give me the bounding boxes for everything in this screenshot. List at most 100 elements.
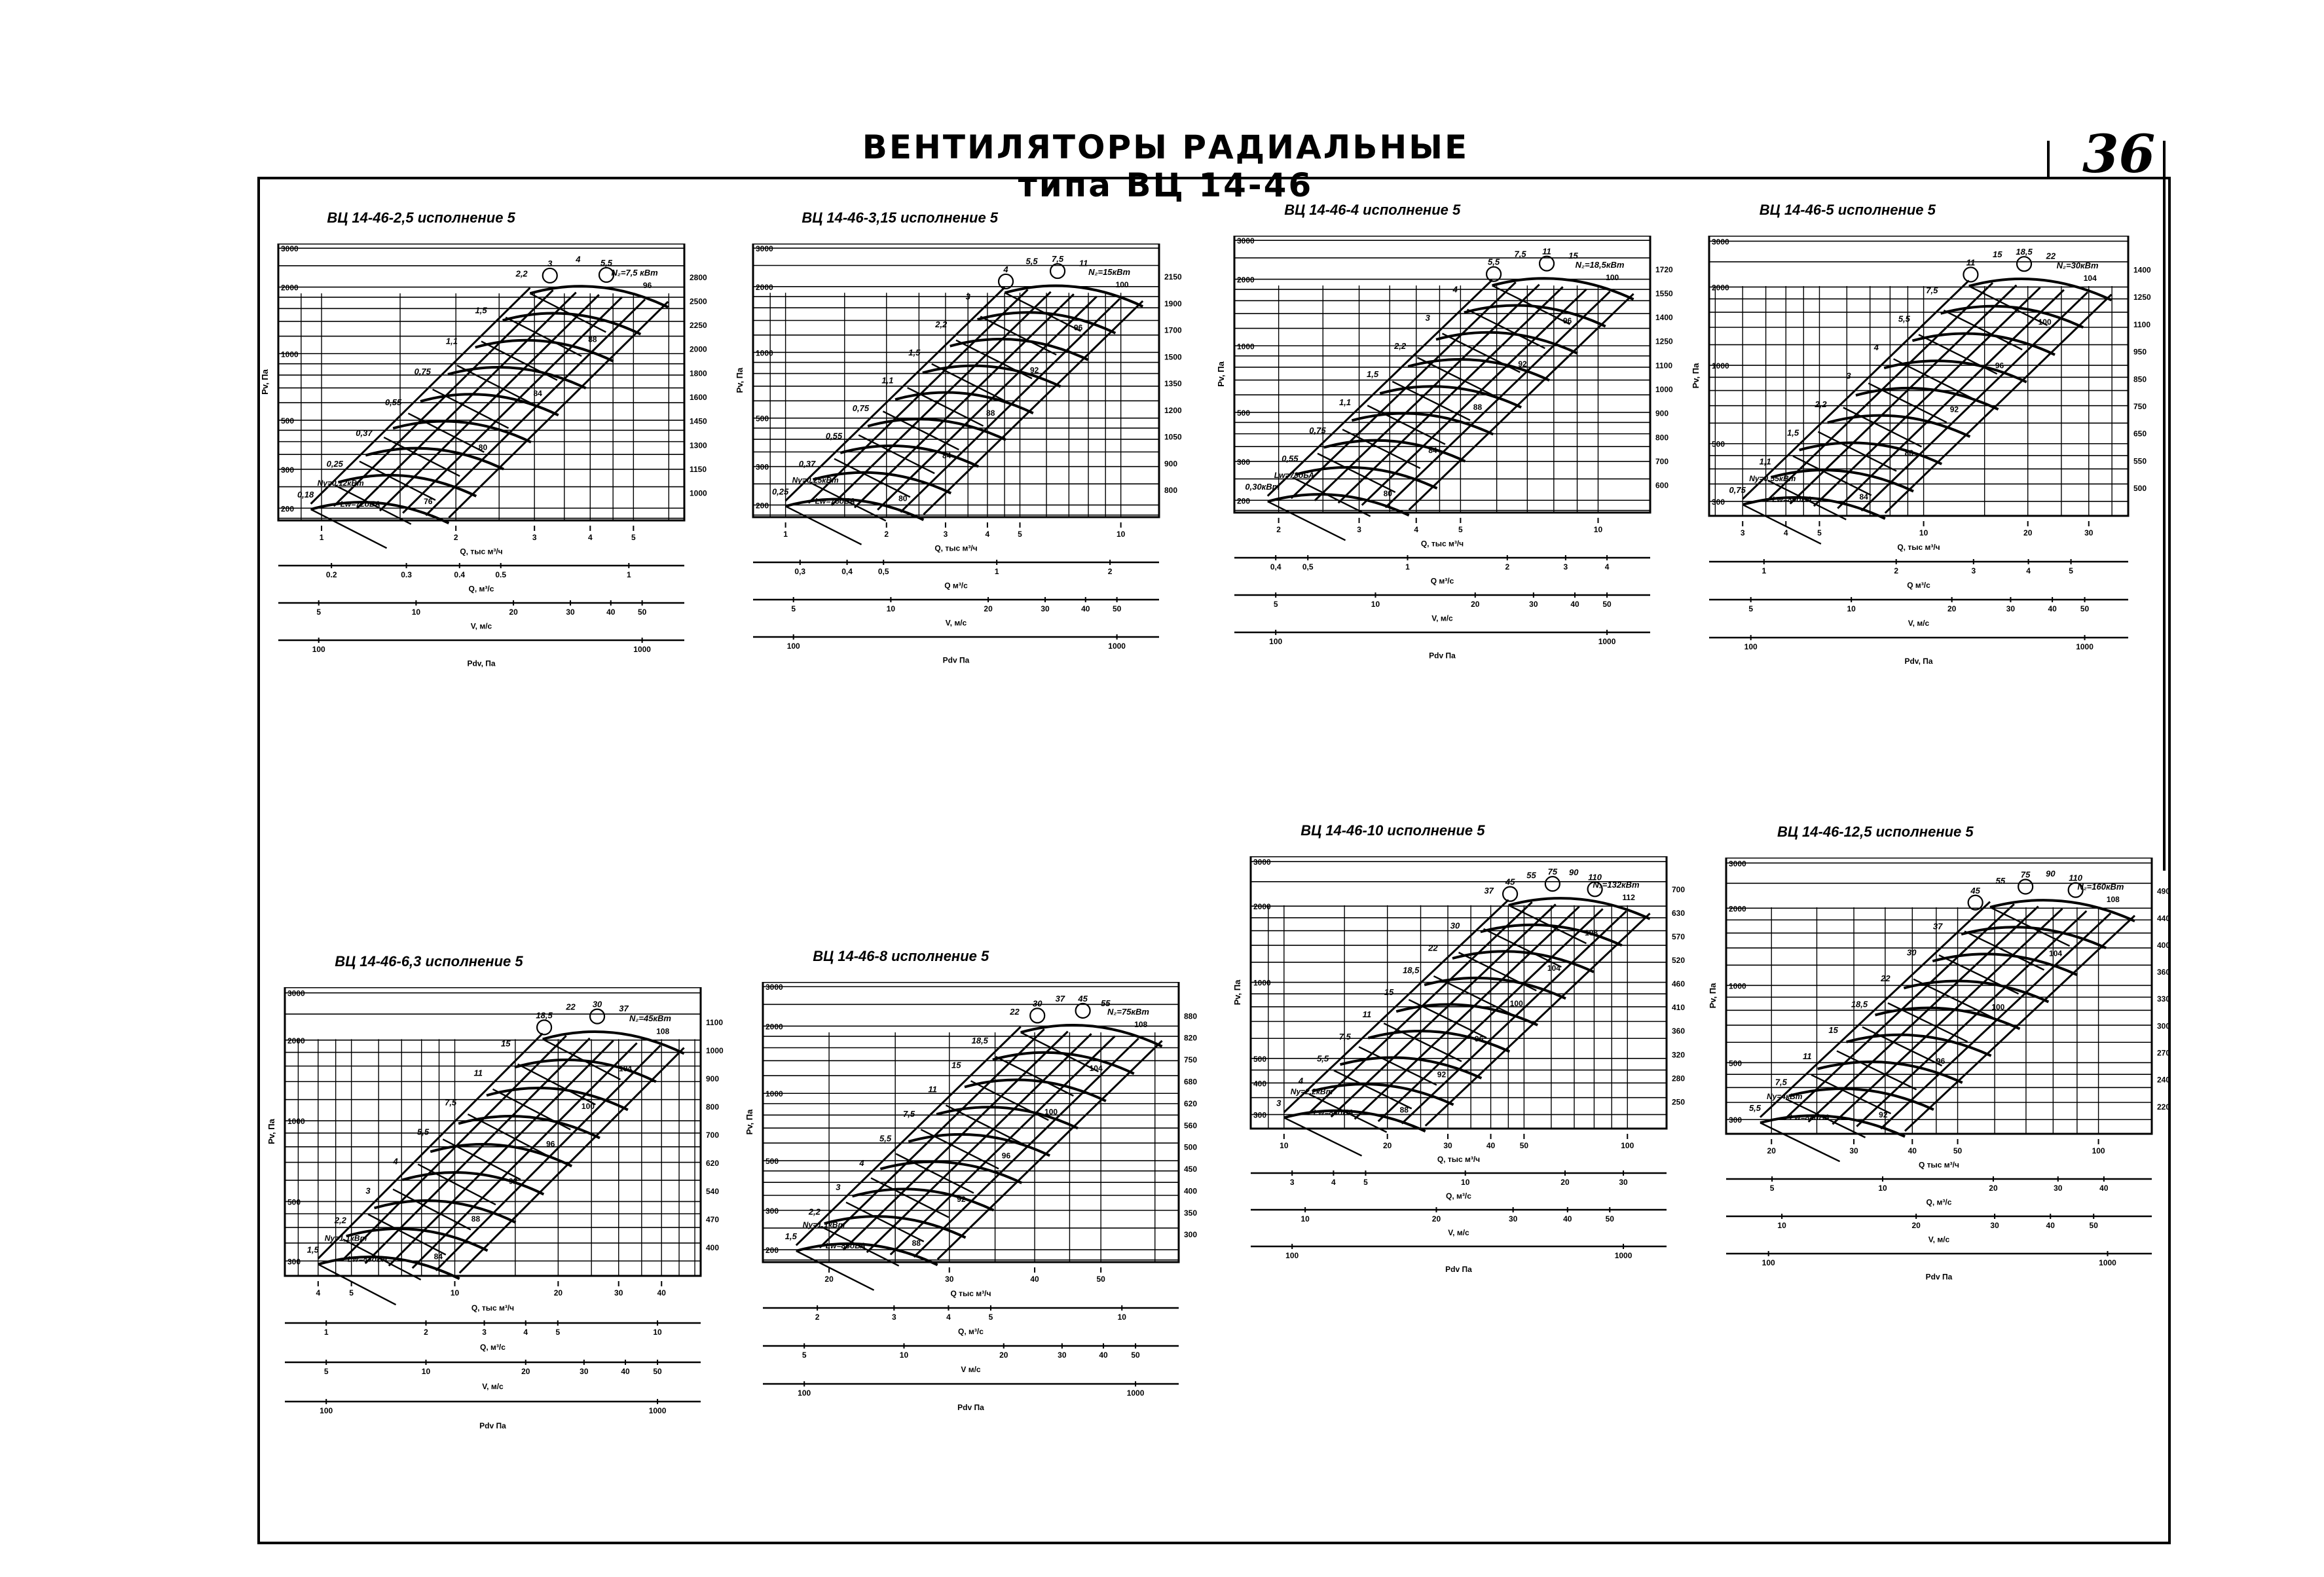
- power-label: 15: [1828, 1025, 1838, 1035]
- x-tick-label: 0,5: [1302, 562, 1314, 571]
- power-label: 11: [1966, 257, 1976, 267]
- pressure-curve: [1367, 1029, 1511, 1053]
- power-label: N₂=30кВт: [2057, 261, 2099, 270]
- power-line: [456, 365, 534, 405]
- power-line: [1893, 358, 1972, 399]
- y-right-tick-label: 1000: [706, 1046, 724, 1055]
- pressure-curve: [824, 1215, 967, 1239]
- power-label: 1,5: [475, 305, 488, 315]
- x-axis-label: Q, тыс м³/ч: [1897, 543, 1940, 552]
- fan-chart: 3000200010005003002002800250022502000180…: [260, 244, 707, 668]
- power-line: [1358, 1046, 1437, 1086]
- efficiency-label: 88: [1400, 1105, 1409, 1114]
- x-tick-label: 2: [1894, 566, 1898, 575]
- x-tick-label: 10: [1919, 528, 1928, 537]
- x-tick-label: 40: [2099, 1184, 2109, 1193]
- x-tick-label: 5: [555, 1328, 560, 1337]
- efficiency-ray: [402, 296, 623, 514]
- chart-title: ВЦ 14-46-5 исполнение 5: [1759, 202, 1936, 218]
- x-tick-label: 3: [1741, 528, 1745, 537]
- pressure-curve: [964, 1078, 1107, 1102]
- pressure-curve: [1968, 278, 2112, 302]
- chart-title: ВЦ 14-46-3,15 исполнение 5: [802, 209, 999, 226]
- x-tick-label: 5: [1274, 600, 1278, 609]
- efficiency-label: 108: [2107, 895, 2120, 904]
- x-tick-label: 20: [2023, 528, 2033, 537]
- power-label: 45: [1077, 994, 1088, 1004]
- speed-marker: [2016, 256, 2033, 272]
- y-tick-label: 1000: [765, 1089, 783, 1098]
- pressure-curve: [839, 444, 979, 468]
- x-axis-label: Pdv Па: [1445, 1265, 1472, 1274]
- annotation-label: Nу=0,12кВт: [318, 479, 364, 488]
- y-tick-label: 1000: [281, 350, 299, 359]
- efficiency-ray: [1401, 910, 1627, 1125]
- efficiency-ray: [378, 294, 600, 512]
- y-tick-label: 300: [1253, 1111, 1266, 1120]
- efficiency-ray: [784, 286, 1006, 501]
- power-label: 22: [565, 1002, 576, 1011]
- x-tick-label: 5: [631, 533, 636, 542]
- pressure-curve: [1932, 952, 2078, 977]
- efficiency-label: 92: [509, 1177, 518, 1186]
- x-tick-label: 5: [802, 1350, 807, 1360]
- power-line: [1308, 1093, 1388, 1133]
- power-label: 0,75: [415, 367, 432, 376]
- power-label: 3: [1426, 313, 1431, 323]
- efficiency-ray: [425, 299, 646, 517]
- efficiency-ray: [1314, 283, 1540, 501]
- efficiency-label: 92: [1030, 366, 1039, 375]
- power-line: [809, 481, 887, 522]
- power-label: 2,2: [808, 1207, 821, 1217]
- x-tick-label: 2: [1505, 562, 1509, 571]
- y-tick-label: 2000: [1712, 283, 1729, 292]
- x-tick-label: 10: [1116, 530, 1126, 539]
- y-right-tick-label: 1500: [1164, 352, 1182, 361]
- x-tick-label: 10: [1594, 525, 1603, 534]
- x-tick-label: 3: [532, 533, 537, 542]
- power-label: 30: [593, 1000, 602, 1009]
- x-tick-label: 10: [1461, 1178, 1470, 1187]
- y-right-tick-label: 460: [1672, 979, 1685, 988]
- efficiency-ray: [1408, 293, 1634, 511]
- x-tick-label: 0,5: [878, 567, 889, 576]
- y-right-tick-label: 1700: [1164, 326, 1182, 335]
- efficiency-label: 100: [581, 1102, 595, 1111]
- power-line: [1760, 1122, 1841, 1163]
- power-label: 55: [1101, 998, 1111, 1008]
- x-tick-label: 3: [1971, 566, 1976, 575]
- x-tick-label: 5: [1748, 604, 1753, 613]
- y-right-tick-label: 1400: [2133, 265, 2151, 274]
- annotation-label: Lw=80дБА: [1772, 495, 1812, 504]
- power-line: [481, 340, 558, 381]
- power-line: [1392, 380, 1471, 422]
- power-line: [1968, 285, 2048, 327]
- efficiency-label: 80: [1384, 489, 1393, 498]
- y-right-tick-label: 750: [2133, 402, 2147, 411]
- power-label: 11: [1542, 247, 1551, 257]
- efficiency-label: 88: [1905, 448, 1914, 458]
- y-right-tick-label: 300: [2157, 1021, 2170, 1030]
- power-line: [1843, 407, 1923, 448]
- x-tick-label: 10: [1371, 600, 1380, 609]
- power-line: [1467, 308, 1545, 350]
- x-tick-label: 50: [638, 607, 647, 617]
- pressure-curve: [1788, 1087, 1934, 1111]
- power-label: 1,1: [1760, 456, 1771, 466]
- power-label: 5,5: [1488, 257, 1500, 267]
- x-tick-label: 10: [451, 1288, 460, 1297]
- efficiency-label: 104: [2049, 949, 2062, 958]
- y-tick-label: 300: [287, 1257, 301, 1266]
- speed-marker: [536, 1019, 553, 1036]
- x-tick-label: 0,4: [1270, 562, 1282, 571]
- speed-marker: [1049, 263, 1066, 280]
- efficiency-ray: [435, 1044, 661, 1271]
- x-tick-label: 1000: [1108, 642, 1126, 651]
- power-label: 5,5: [1749, 1103, 1761, 1113]
- power-label: 37: [1056, 994, 1065, 1004]
- y-right-tick-label: 440: [2157, 914, 2170, 923]
- power-line: [1483, 928, 1562, 968]
- y-tick-label: 500: [756, 414, 769, 424]
- power-label: N₂=7,5 кВт: [612, 268, 659, 278]
- pressure-curve: [365, 446, 504, 471]
